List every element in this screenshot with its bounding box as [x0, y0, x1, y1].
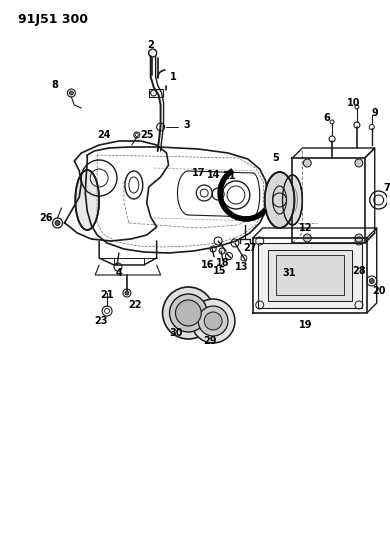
- Text: 22: 22: [128, 300, 142, 310]
- Circle shape: [69, 91, 73, 95]
- Text: 19: 19: [299, 320, 312, 330]
- Text: 21: 21: [100, 290, 114, 300]
- Ellipse shape: [75, 170, 99, 230]
- Circle shape: [303, 159, 311, 167]
- Text: 13: 13: [235, 262, 249, 272]
- Text: 3: 3: [183, 120, 190, 130]
- Text: 24: 24: [98, 130, 111, 140]
- Circle shape: [355, 159, 363, 167]
- Text: 29: 29: [204, 336, 217, 346]
- Text: 20: 20: [372, 286, 385, 296]
- Text: 14: 14: [207, 170, 221, 180]
- Circle shape: [355, 234, 363, 242]
- Text: 15: 15: [213, 266, 227, 276]
- Text: 31: 31: [283, 268, 296, 278]
- Ellipse shape: [170, 294, 207, 332]
- Text: 16: 16: [201, 260, 215, 270]
- Text: 18: 18: [216, 258, 230, 268]
- Ellipse shape: [176, 300, 201, 326]
- Text: 2: 2: [147, 40, 154, 50]
- Text: 26: 26: [39, 213, 52, 223]
- Ellipse shape: [204, 312, 222, 330]
- Bar: [268, 250, 352, 301]
- Text: 17: 17: [191, 168, 205, 178]
- Text: 5: 5: [272, 153, 279, 163]
- Text: 28: 28: [352, 266, 366, 276]
- Bar: [149, 89, 163, 97]
- Circle shape: [303, 234, 311, 242]
- Text: 11: 11: [223, 171, 237, 181]
- Text: 91J51 300: 91J51 300: [18, 13, 88, 26]
- Ellipse shape: [198, 306, 228, 336]
- Circle shape: [350, 263, 354, 267]
- Text: 9: 9: [371, 108, 378, 118]
- Text: 12: 12: [299, 223, 312, 233]
- Text: 25: 25: [140, 130, 154, 140]
- Bar: [276, 255, 344, 295]
- Bar: [258, 243, 362, 308]
- Ellipse shape: [282, 175, 302, 225]
- Circle shape: [125, 291, 129, 295]
- Text: 4: 4: [115, 268, 122, 278]
- Text: 27: 27: [243, 243, 257, 253]
- Text: 10: 10: [347, 98, 361, 108]
- Ellipse shape: [163, 287, 214, 339]
- Circle shape: [369, 279, 374, 284]
- Text: 7: 7: [383, 183, 390, 193]
- Text: 30: 30: [170, 328, 183, 338]
- Text: 6: 6: [324, 113, 330, 123]
- Text: 23: 23: [94, 316, 108, 326]
- Circle shape: [55, 221, 60, 225]
- Text: 8: 8: [51, 80, 58, 90]
- Ellipse shape: [191, 299, 235, 343]
- Ellipse shape: [265, 172, 294, 228]
- Text: 1: 1: [170, 72, 177, 82]
